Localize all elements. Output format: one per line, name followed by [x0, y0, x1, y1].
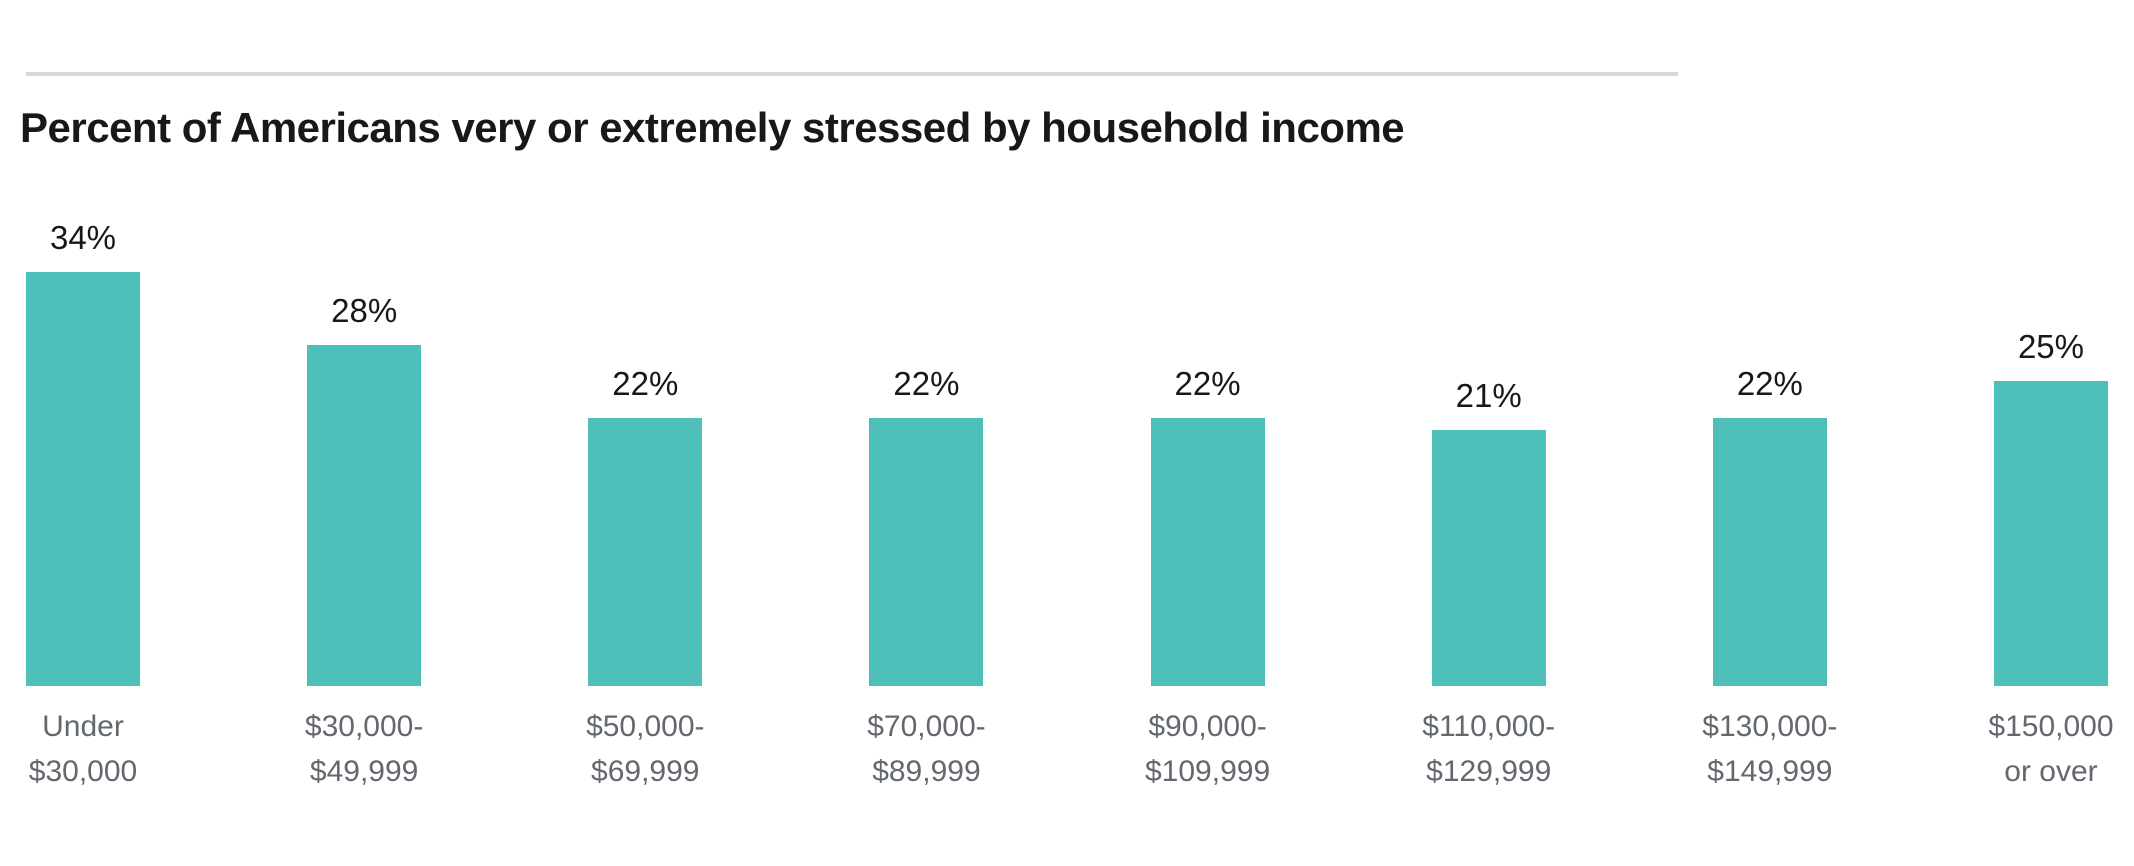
category-label-line1: $150,000 — [1988, 710, 2114, 743]
bar-column: 22% $70,000- $89,999 — [867, 363, 985, 794]
bar-column: 21% $110,000- $129,999 — [1422, 375, 1555, 794]
category-label-line1: Under — [42, 710, 124, 743]
category-label: $130,000- $149,999 — [1702, 704, 1837, 794]
category-label: $30,000- $49,999 — [305, 704, 423, 794]
bar — [26, 272, 140, 686]
top-divider-rule — [26, 72, 1678, 76]
category-label-line1: $70,000- — [867, 710, 986, 743]
bar-value-label: 22% — [1174, 364, 1241, 402]
category-label-line1: $90,000- — [1148, 710, 1267, 743]
category-label-line1: $130,000- — [1702, 710, 1838, 743]
bar-value-label: 34% — [49, 218, 117, 256]
bar-value-label: 21% — [1455, 376, 1522, 414]
bar-value-label: 22% — [1736, 364, 1803, 402]
bar — [1150, 418, 1265, 686]
category-label: $150,000 or over — [1988, 704, 2113, 794]
bar — [1431, 430, 1546, 686]
bar-columns: 34% Under $30,000 28% $30,000- $49,999 2… — [26, 217, 2114, 794]
category-label-line2: $129,999 — [1426, 755, 1552, 788]
category-label: $70,000- $89,999 — [867, 704, 985, 794]
bar-value-label: 22% — [893, 364, 960, 402]
bar-value-label: 22% — [612, 364, 679, 402]
chart-title: Percent of Americans very or extremely s… — [20, 104, 1405, 151]
category-label-line2: $149,999 — [1707, 755, 1833, 788]
category-label-line2: $30,000 — [28, 755, 138, 788]
bar-column: 28% $30,000- $49,999 — [305, 290, 423, 794]
category-label: $90,000- $109,999 — [1145, 704, 1270, 794]
category-label: $110,000- $129,999 — [1422, 704, 1555, 794]
bar — [1993, 381, 2108, 686]
bar — [588, 418, 703, 686]
category-label-line2: $89,999 — [872, 755, 981, 788]
category-label-line2: $49,999 — [309, 755, 419, 788]
bar — [307, 345, 422, 686]
category-label-line1: $50,000- — [586, 710, 705, 743]
category-label: Under $30,000 — [29, 704, 137, 794]
bar-value-label: 25% — [2017, 327, 2085, 365]
bar-column: 22% $50,000- $69,999 — [586, 363, 704, 794]
category-label-line2: $69,999 — [591, 755, 700, 788]
bar-column: 22% $90,000- $109,999 — [1145, 363, 1270, 794]
category-label-line2: or over — [2004, 755, 2098, 788]
category-label-line2: $109,999 — [1145, 755, 1271, 788]
bar-column: 34% Under $30,000 — [26, 217, 140, 794]
bar — [1712, 418, 1827, 686]
bar-value-label: 28% — [331, 291, 398, 329]
bar-column: 22% $130,000- $149,999 — [1702, 363, 1837, 794]
category-label: $50,000- $69,999 — [586, 704, 704, 794]
bar — [869, 418, 984, 686]
bar-column: 25% $150,000 or over — [1988, 326, 2113, 794]
category-label-line1: $110,000- — [1422, 710, 1556, 743]
category-label-line1: $30,000- — [304, 710, 424, 743]
